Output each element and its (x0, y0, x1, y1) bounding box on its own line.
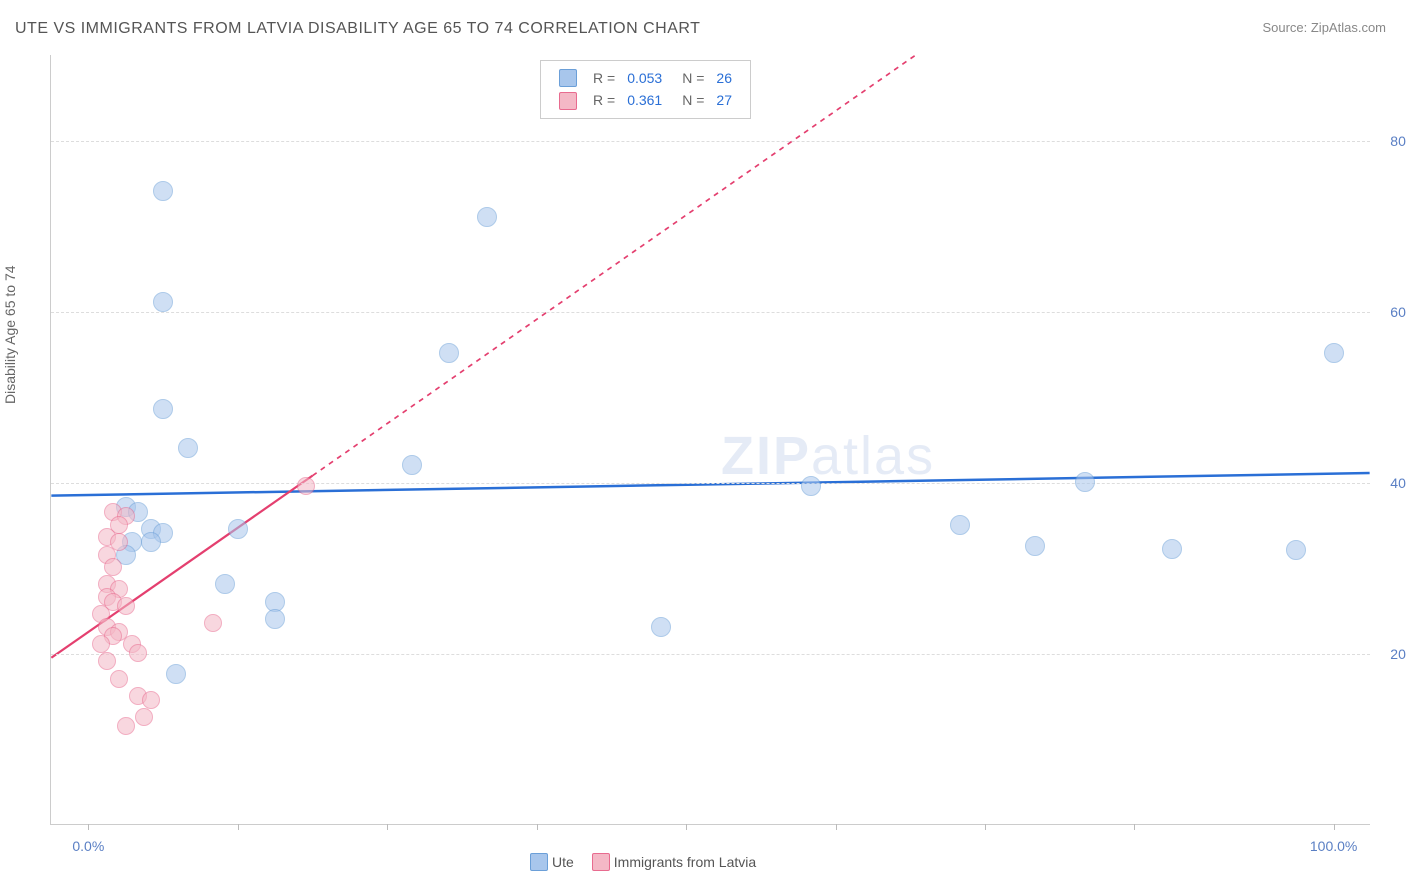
legend-swatch (530, 853, 548, 871)
legend-n-value: 27 (710, 89, 738, 111)
data-point (439, 343, 459, 363)
legend-n-value: 26 (710, 67, 738, 89)
data-point (129, 644, 147, 662)
gridline (51, 312, 1370, 313)
legend-label: Immigrants from Latvia (614, 854, 756, 870)
legend-n-label: N = (668, 89, 710, 111)
data-point (1162, 539, 1182, 559)
x-tick (985, 824, 986, 830)
data-point (651, 617, 671, 637)
legend-swatch (559, 92, 577, 110)
data-point (265, 609, 285, 629)
data-point (1025, 536, 1045, 556)
x-tick (537, 824, 538, 830)
data-point (141, 532, 161, 552)
data-point (153, 292, 173, 312)
x-tick (686, 824, 687, 830)
data-point (110, 670, 128, 688)
data-point (1075, 472, 1095, 492)
data-point (166, 664, 186, 684)
data-point (801, 476, 821, 496)
legend-table: R =0.053N =26R =0.361N =27 (553, 67, 738, 112)
data-point (98, 652, 116, 670)
legend-swatch (592, 853, 610, 871)
data-point (228, 519, 248, 539)
legend-item: Ute (530, 853, 574, 871)
data-point (104, 558, 122, 576)
gridline (51, 654, 1370, 655)
legend-r-value: 0.361 (621, 89, 668, 111)
legend-row: R =0.361N =27 (553, 89, 738, 111)
legend-row: R =0.053N =26 (553, 67, 738, 89)
source-label: Source: ZipAtlas.com (1262, 20, 1386, 35)
data-point (178, 438, 198, 458)
x-tick-label-min: 0.0% (72, 838, 104, 854)
x-tick (238, 824, 239, 830)
data-point (477, 207, 497, 227)
legend-r-label: R = (587, 89, 621, 111)
data-point (204, 614, 222, 632)
y-tick-label: 20.0% (1390, 646, 1406, 662)
legend-r-value: 0.053 (621, 67, 668, 89)
x-tick (1334, 824, 1335, 830)
legend-r-label: R = (587, 67, 621, 89)
x-tick (1134, 824, 1135, 830)
data-point (1286, 540, 1306, 560)
y-tick-label: 40.0% (1390, 475, 1406, 491)
data-point (92, 635, 110, 653)
data-point (950, 515, 970, 535)
data-point (117, 597, 135, 615)
data-point (297, 477, 315, 495)
correlation-chart: UTE VS IMMIGRANTS FROM LATVIA DISABILITY… (0, 0, 1406, 892)
data-point (135, 708, 153, 726)
data-point (402, 455, 422, 475)
data-point (142, 691, 160, 709)
gridline (51, 483, 1370, 484)
legend-label: Ute (552, 854, 574, 870)
watermark-light: atlas (811, 426, 935, 486)
legend-correlation: R =0.053N =26R =0.361N =27 (540, 60, 751, 119)
y-tick-label: 80.0% (1390, 133, 1406, 149)
legend-series: Ute Immigrants from Latvia (530, 853, 774, 874)
data-point (1324, 343, 1344, 363)
x-tick (88, 824, 89, 830)
y-axis-label: Disability Age 65 to 74 (2, 265, 18, 404)
legend-swatch (559, 69, 577, 87)
chart-title: UTE VS IMMIGRANTS FROM LATVIA DISABILITY… (15, 20, 700, 38)
data-point (153, 181, 173, 201)
legend-item: Immigrants from Latvia (592, 853, 756, 871)
plot-area: ZIPatlas 20.0%40.0%60.0%80.0%0.0%100.0% (50, 55, 1370, 825)
legend-n-label: N = (668, 67, 710, 89)
y-tick-label: 60.0% (1390, 304, 1406, 320)
watermark: ZIPatlas (721, 425, 935, 487)
x-tick (387, 824, 388, 830)
x-tick-label-max: 100.0% (1310, 838, 1357, 854)
data-point (215, 574, 235, 594)
x-tick (836, 824, 837, 830)
watermark-bold: ZIP (721, 426, 811, 486)
gridline (51, 141, 1370, 142)
data-point (117, 717, 135, 735)
trend-lines (51, 55, 1370, 824)
data-point (153, 399, 173, 419)
